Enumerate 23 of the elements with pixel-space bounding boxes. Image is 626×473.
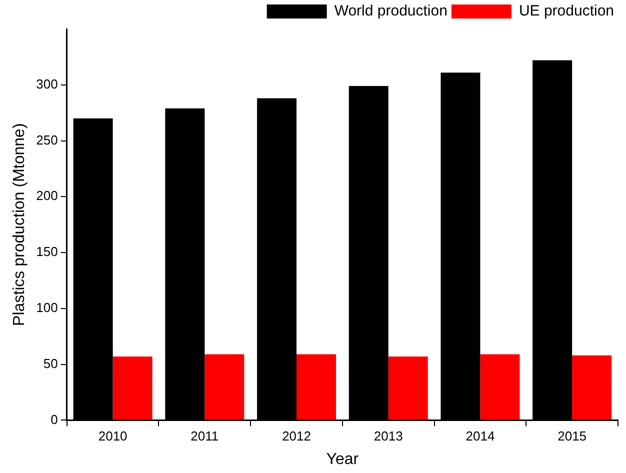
x-tick-label: 2011 (190, 428, 219, 444)
bar (572, 355, 612, 420)
legend-label: World production (334, 2, 448, 20)
y-tick-label: 50 (43, 356, 58, 371)
y-tick-label: 0 (50, 412, 58, 427)
bar (388, 356, 428, 420)
bar (480, 354, 520, 420)
legend-label: UE production (518, 2, 614, 20)
x-tick-label: 2012 (282, 428, 311, 444)
y-tick-label: 150 (36, 244, 58, 260)
bar (296, 354, 336, 420)
x-axis-title: Year (326, 450, 360, 468)
x-tick-label: 2014 (466, 428, 495, 444)
x-tick-label: 2015 (558, 428, 587, 444)
y-tick-label: 100 (36, 300, 58, 316)
bar (112, 356, 152, 420)
bar (204, 354, 244, 420)
y-axis-title: Plastics production (Mtonne) (11, 123, 28, 326)
y-tick-label: 300 (36, 76, 58, 92)
y-tick-label: 250 (36, 132, 58, 148)
y-tick-label: 200 (36, 188, 58, 204)
x-tick-label: 2010 (98, 428, 128, 444)
x-tick-label: 2013 (374, 428, 403, 444)
